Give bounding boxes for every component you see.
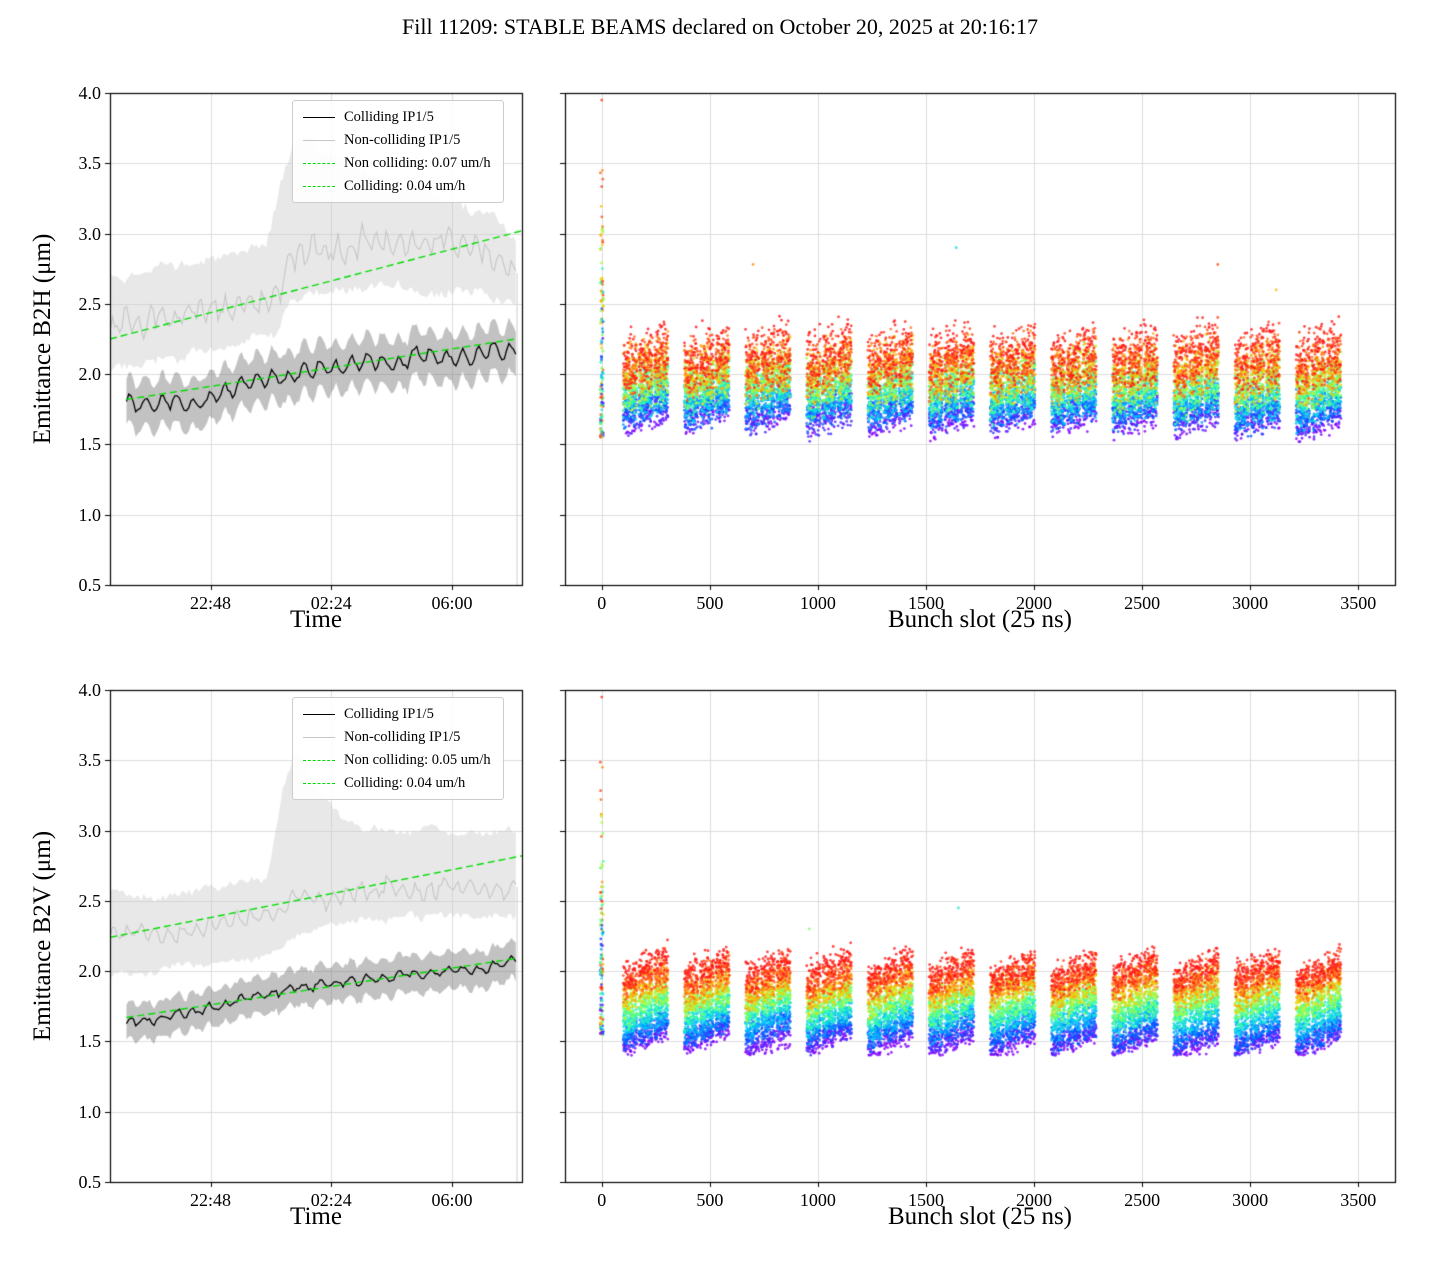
y-tick-label: 2.0 (78, 364, 102, 385)
x-tick-label: 3500 (1340, 1190, 1377, 1210)
figure-title: Fill 11209: STABLE BEAMS declared on Oct… (402, 14, 1038, 39)
legend-entry-label: Colliding IP1/5 (344, 705, 434, 722)
y-tick-label: 3.5 (78, 750, 102, 771)
x-tick-label: 3500 (1340, 593, 1377, 613)
y-axis-label-b2h: Emittance B2H (μm) (29, 233, 56, 445)
y-tick-label: 2.5 (78, 890, 102, 911)
x-tick-label: 22:48 (190, 1190, 232, 1210)
y-tick-label: 1.5 (78, 1031, 102, 1052)
legend-entry-label: Colliding: 0.04 um/h (344, 774, 466, 791)
x-tick-label: 2000 (1016, 593, 1053, 613)
y-tick-label: 3.0 (78, 223, 102, 244)
x-tick-label: 500 (696, 593, 724, 613)
y-tick-label: 4.0 (78, 83, 102, 103)
x-axis-label-bunch-slot-bottom: Bunch slot (25 ns) (887, 1203, 1073, 1230)
legend-b2v: Colliding IP1/5 Non-colliding IP1/5 Non co… (292, 697, 504, 800)
legend-line-sample (303, 139, 335, 141)
legend-line-sample (303, 185, 335, 187)
y-tick-label: 1.0 (78, 1101, 102, 1122)
legend-entry: Colliding IP1/5 (303, 108, 491, 126)
x-axis-label-bunch-slot-top: Bunch slot (25 ns) (887, 606, 1073, 633)
legend-entry: Colliding: 0.04 um/h (303, 774, 491, 792)
x-tick-label: 2000 (1016, 1190, 1053, 1210)
legend-entry: Colliding: 0.04 um/h (303, 177, 491, 195)
y-tick-label: 4.0 (78, 680, 102, 700)
legend-entry: Colliding IP1/5 (303, 705, 491, 723)
y-tick-label: 1.5 (78, 434, 102, 455)
y-tick-label: 3.0 (78, 820, 102, 841)
legend-line-sample (303, 759, 335, 761)
legend-entry-label: Non colliding: 0.07 um/h (344, 154, 491, 171)
x-tick-label: 3000 (1232, 1190, 1269, 1210)
x-tick-label: 2500 (1124, 593, 1161, 613)
legend-line-sample (303, 162, 335, 164)
legend-entry-label: Non-colliding IP1/5 (344, 131, 461, 148)
y-tick-label: 2.5 (78, 293, 102, 314)
x-tick-label: 06:00 (431, 1190, 473, 1210)
legend-line-sample (303, 116, 335, 118)
x-tick-label: 1000 (799, 593, 836, 613)
y-tick-label: 0.5 (78, 575, 102, 595)
legend-entry-label: Colliding: 0.04 um/h (344, 177, 466, 194)
legend-entry-label: Non colliding: 0.05 um/h (344, 751, 491, 768)
legend-entry-label: Non-colliding IP1/5 (344, 728, 461, 745)
y-axis-label-b2v: Emittance B2V (μm) (29, 830, 56, 1042)
x-tick-label: 02:24 (310, 1190, 352, 1210)
legend-entry: Non-colliding IP1/5 (303, 728, 491, 746)
x-axis-label-time-top: Time (290, 606, 342, 633)
x-tick-label: 0 (597, 593, 607, 613)
legend-entry: Non colliding: 0.05 um/h (303, 751, 491, 769)
x-tick-label: 2500 (1124, 1190, 1161, 1210)
legend-line-sample (303, 782, 335, 784)
legend-entry-label: Colliding IP1/5 (344, 108, 434, 125)
y-tick-label: 1.0 (78, 504, 102, 525)
legend-entry: Non-colliding IP1/5 (303, 131, 491, 149)
x-tick-label: 3000 (1232, 593, 1269, 613)
legend-b2h: Colliding IP1/5 Non-colliding IP1/5 Non co… (292, 100, 504, 203)
x-tick-label: 0 (597, 1190, 607, 1210)
x-tick-label: 500 (696, 1190, 724, 1210)
x-tick-label: 1500 (907, 1190, 944, 1210)
x-tick-label: 1000 (799, 1190, 836, 1210)
x-tick-label: 06:00 (431, 593, 473, 613)
x-axis-label-time-bottom: Time (290, 1203, 342, 1230)
x-tick-label: 22:48 (190, 593, 232, 613)
x-tick-label: 1500 (907, 593, 944, 613)
y-tick-label: 3.5 (78, 153, 102, 174)
legend-line-sample (303, 713, 335, 715)
x-tick-label: 02:24 (310, 593, 352, 613)
y-tick-label: 2.0 (78, 961, 102, 982)
legend-entry: Non colliding: 0.07 um/h (303, 154, 491, 172)
y-tick-label: 0.5 (78, 1172, 102, 1192)
legend-line-sample (303, 736, 335, 738)
